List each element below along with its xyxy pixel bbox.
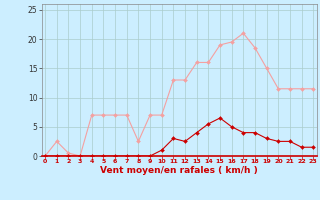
X-axis label: Vent moyen/en rafales ( km/h ): Vent moyen/en rafales ( km/h ) [100,166,258,175]
